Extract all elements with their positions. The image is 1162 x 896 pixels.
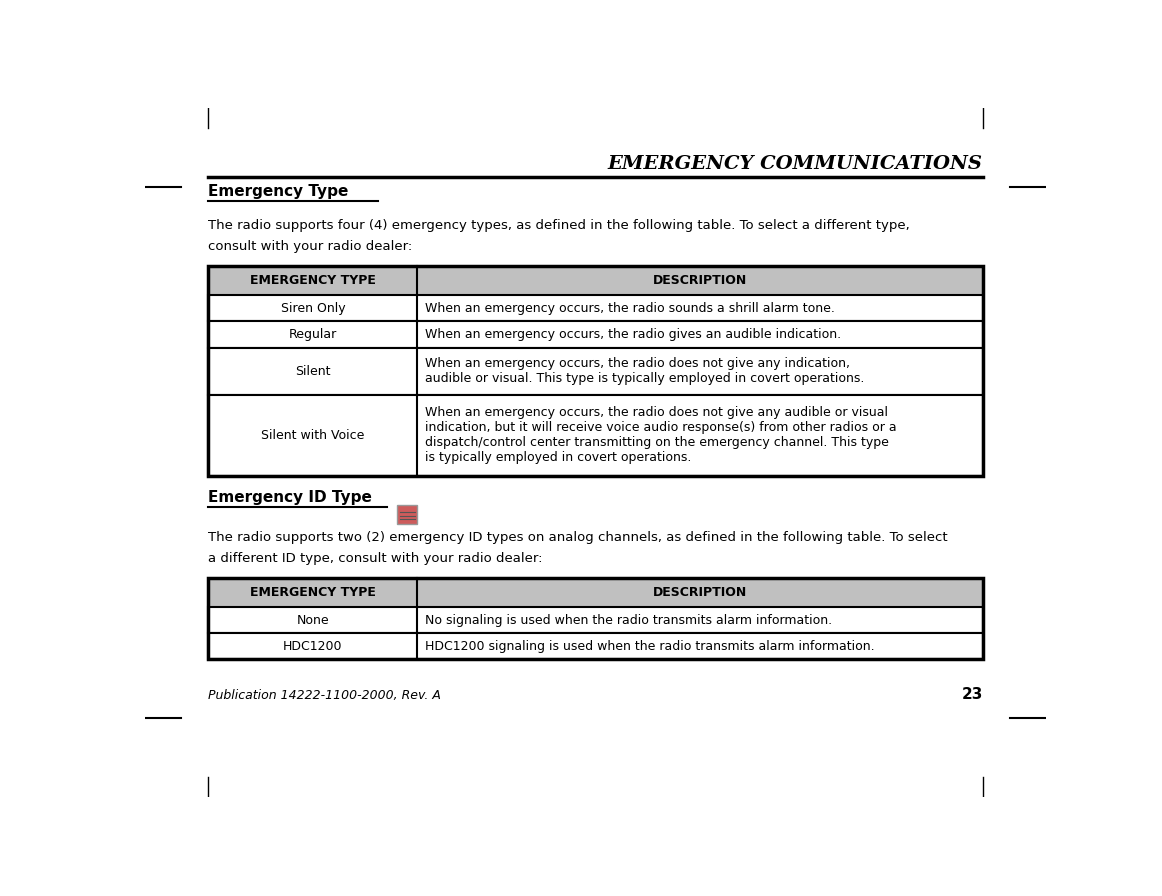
Bar [208,394,983,476]
Text: Regular: Regular [288,328,337,341]
Text: Silent: Silent [295,365,331,377]
Bar [208,295,983,322]
Bar [208,266,983,476]
Bar [208,578,983,659]
Text: The radio supports two (2) emergency ID types on analog channels, as defined in : The radio supports two (2) emergency ID … [208,531,948,544]
Bar [208,607,983,633]
Text: No signaling is used when the radio transmits alarm information.: No signaling is used when the radio tran… [424,614,832,626]
Text: audible or visual. This type is typically employed in covert operations.: audible or visual. This type is typicall… [424,372,865,385]
Bar [208,295,983,322]
Text: The radio supports four (4) emergency types, as defined in the following table. : The radio supports four (4) emergency ty… [208,220,910,232]
Bar [208,266,983,295]
Text: When an emergency occurs, the radio sounds a shrill alarm tone.: When an emergency occurs, the radio soun… [424,302,834,314]
Bar [208,633,983,659]
Text: DESCRIPTION: DESCRIPTION [653,586,747,599]
Text: 23: 23 [961,687,983,702]
Bar [208,633,983,659]
Text: When an emergency occurs, the radio gives an audible indication.: When an emergency occurs, the radio give… [424,328,841,341]
Text: EMERGENCY TYPE: EMERGENCY TYPE [250,274,375,288]
Text: Siren Only: Siren Only [280,302,345,314]
Text: a different ID type, consult with your radio dealer:: a different ID type, consult with your r… [208,552,543,564]
Text: is typically employed in covert operations.: is typically employed in covert operatio… [424,452,691,464]
Text: dispatch/control center transmitting on the emergency channel. This type: dispatch/control center transmitting on … [424,436,889,449]
Text: When an emergency occurs, the radio does not give any audible or visual: When an emergency occurs, the radio does… [424,406,888,419]
Bar [208,322,983,348]
Text: When an emergency occurs, the radio does not give any indication,: When an emergency occurs, the radio does… [424,357,849,370]
Bar [208,266,983,295]
Text: indication, but it will receive voice audio response(s) from other radios or a: indication, but it will receive voice au… [424,421,896,435]
Text: HDC1200 signaling is used when the radio transmits alarm information.: HDC1200 signaling is used when the radio… [424,640,874,653]
Text: None: None [296,614,329,626]
Text: HDC1200: HDC1200 [284,640,343,653]
Text: DESCRIPTION: DESCRIPTION [653,274,747,288]
Bar [208,322,983,348]
Bar [208,348,983,394]
Bar [208,348,983,394]
Text: Emergency ID Type: Emergency ID Type [208,490,372,505]
Text: Silent with Voice: Silent with Voice [261,428,365,442]
Text: EMERGENCY TYPE: EMERGENCY TYPE [250,586,375,599]
Bar [208,394,983,476]
Bar [208,578,983,607]
Text: EMERGENCY COMMUNICATIONS: EMERGENCY COMMUNICATIONS [608,155,983,173]
Text: Publication 14222-1100-2000, Rev. A: Publication 14222-1100-2000, Rev. A [208,689,442,702]
Bar [208,578,983,607]
Bar [208,607,983,633]
Text: consult with your radio dealer:: consult with your radio dealer: [208,240,413,253]
Text: Emergency Type: Emergency Type [208,184,349,199]
Bar [397,505,417,524]
